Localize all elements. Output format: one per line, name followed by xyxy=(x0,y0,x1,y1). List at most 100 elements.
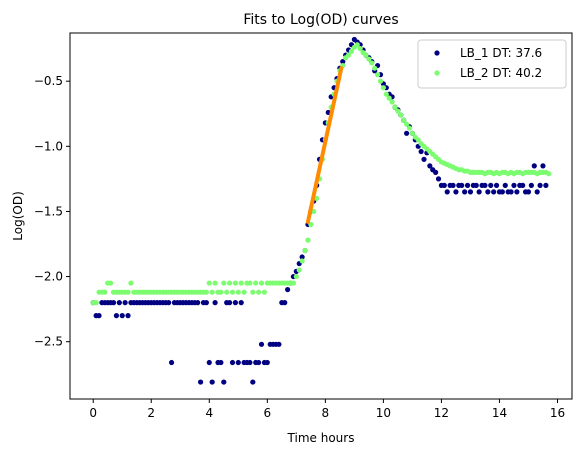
data-point-lb2 xyxy=(102,289,108,295)
data-point-lb2 xyxy=(386,95,392,101)
data-point-lb1 xyxy=(96,313,102,319)
data-point-lb1 xyxy=(282,300,288,306)
axis-ticks: 0 2 4 6 8 10 12 14 16 −2.5 −2.0 −1.5 −1.0 −0.5 xyxy=(34,74,565,420)
data-point-lb1 xyxy=(247,359,253,366)
data-point-lb1 xyxy=(502,182,508,188)
data-point-lb1 xyxy=(537,182,543,188)
data-point-lb1 xyxy=(427,163,433,169)
y-axis-label: Log(OD) xyxy=(11,191,25,240)
data-point-lb1 xyxy=(531,163,537,169)
data-point-lb2 xyxy=(290,280,297,286)
data-point-lb1 xyxy=(340,59,346,65)
data-point-lb2 xyxy=(296,267,302,273)
data-point-lb1 xyxy=(221,379,227,385)
data-point-lb1 xyxy=(488,182,494,188)
data-point-lb2 xyxy=(256,289,262,295)
data-point-lb2 xyxy=(404,121,410,127)
data-point-lb2 xyxy=(229,289,236,295)
legend: LB_1 DT: 37.6 LB_2 DT: 40.2 xyxy=(417,39,567,89)
data-point-lb1 xyxy=(528,182,534,188)
data-point-lb2 xyxy=(401,117,407,123)
data-point-lb1 xyxy=(258,341,265,347)
data-point-lb2 xyxy=(232,280,238,286)
data-point-lb1 xyxy=(485,189,491,195)
data-point-lb1 xyxy=(195,300,201,306)
data-point-lb2 xyxy=(366,56,372,62)
data-point-lb2 xyxy=(299,258,305,264)
data-point-lb1 xyxy=(418,148,424,155)
x-tick-label: 14 xyxy=(492,406,507,420)
data-point-lb2 xyxy=(372,65,378,71)
data-point-lb2 xyxy=(227,280,233,286)
x-tick-label: 4 xyxy=(205,406,213,420)
data-point-lb2 xyxy=(409,130,415,136)
legend-box xyxy=(417,39,567,89)
data-point-lb2 xyxy=(218,289,224,295)
data-point-lb1 xyxy=(493,182,500,188)
data-point-lb1 xyxy=(227,300,233,306)
data-point-lb2 xyxy=(212,280,218,286)
data-point-lb1 xyxy=(203,300,209,306)
data-point-lb1 xyxy=(404,130,410,136)
data-point-lb1 xyxy=(110,300,117,306)
data-point-lb1 xyxy=(433,169,439,175)
data-point-lb1 xyxy=(197,379,204,385)
data-point-lb2 xyxy=(93,300,99,306)
data-point-lb1 xyxy=(116,300,122,306)
data-point-lb1 xyxy=(435,176,442,182)
x-tick-label: 12 xyxy=(434,406,449,420)
y-tick-label: −0.5 xyxy=(34,74,63,88)
data-point-lb2 xyxy=(250,289,256,295)
data-point-lb2 xyxy=(221,280,227,286)
data-point-lb1 xyxy=(264,359,270,366)
legend-marker-lb2 xyxy=(434,70,440,76)
data-point-lb1 xyxy=(450,182,456,188)
data-point-lb1 xyxy=(113,313,120,319)
data-point-lb1 xyxy=(250,379,256,385)
x-tick-label: 0 xyxy=(89,406,97,420)
data-point-lb1 xyxy=(525,189,532,195)
data-point-lb1 xyxy=(206,359,212,366)
data-point-lb1 xyxy=(473,182,479,188)
data-point-lb2 xyxy=(206,280,212,286)
data-point-lb2 xyxy=(209,289,215,295)
data-point-lb1 xyxy=(285,286,291,293)
data-point-lb1 xyxy=(276,341,282,347)
data-point-lb2 xyxy=(383,91,389,97)
data-point-lb1 xyxy=(464,182,471,188)
legend-marker-lb1 xyxy=(434,50,440,56)
data-point-lb2 xyxy=(377,78,384,84)
data-point-lb1 xyxy=(299,254,305,260)
data-point-lb2 xyxy=(108,280,114,286)
data-point-lb2 xyxy=(125,289,131,295)
data-point-lb2 xyxy=(308,221,314,228)
data-points-layer xyxy=(90,36,552,385)
data-point-lb2 xyxy=(363,52,369,58)
x-axis-label: Time hours xyxy=(287,431,355,445)
data-point-lb1 xyxy=(421,156,427,162)
plot-frame xyxy=(69,32,573,400)
data-point-lb1 xyxy=(235,359,241,366)
data-point-lb2 xyxy=(238,280,244,286)
data-point-lb2 xyxy=(546,171,552,177)
data-point-lb2 xyxy=(380,85,386,91)
data-point-lb2 xyxy=(392,104,398,110)
data-point-lb2 xyxy=(398,112,404,118)
data-point-lb1 xyxy=(119,313,125,319)
data-point-lb1 xyxy=(453,189,459,195)
data-point-lb1 xyxy=(122,300,128,306)
data-point-lb2 xyxy=(369,60,375,66)
data-point-lb1 xyxy=(218,359,224,366)
legend-label-lb1: LB_1 DT: 37.6 xyxy=(460,46,542,60)
data-point-lb2 xyxy=(374,72,381,78)
data-point-lb2 xyxy=(293,273,299,280)
data-point-lb1 xyxy=(520,182,526,188)
data-point-lb2 xyxy=(395,108,401,114)
data-point-lb2 xyxy=(203,289,209,295)
data-point-lb1 xyxy=(238,300,244,306)
data-point-lb1 xyxy=(543,182,549,188)
data-point-lb2 xyxy=(348,48,355,54)
data-point-lb2 xyxy=(354,42,360,48)
data-point-lb1 xyxy=(482,182,488,188)
